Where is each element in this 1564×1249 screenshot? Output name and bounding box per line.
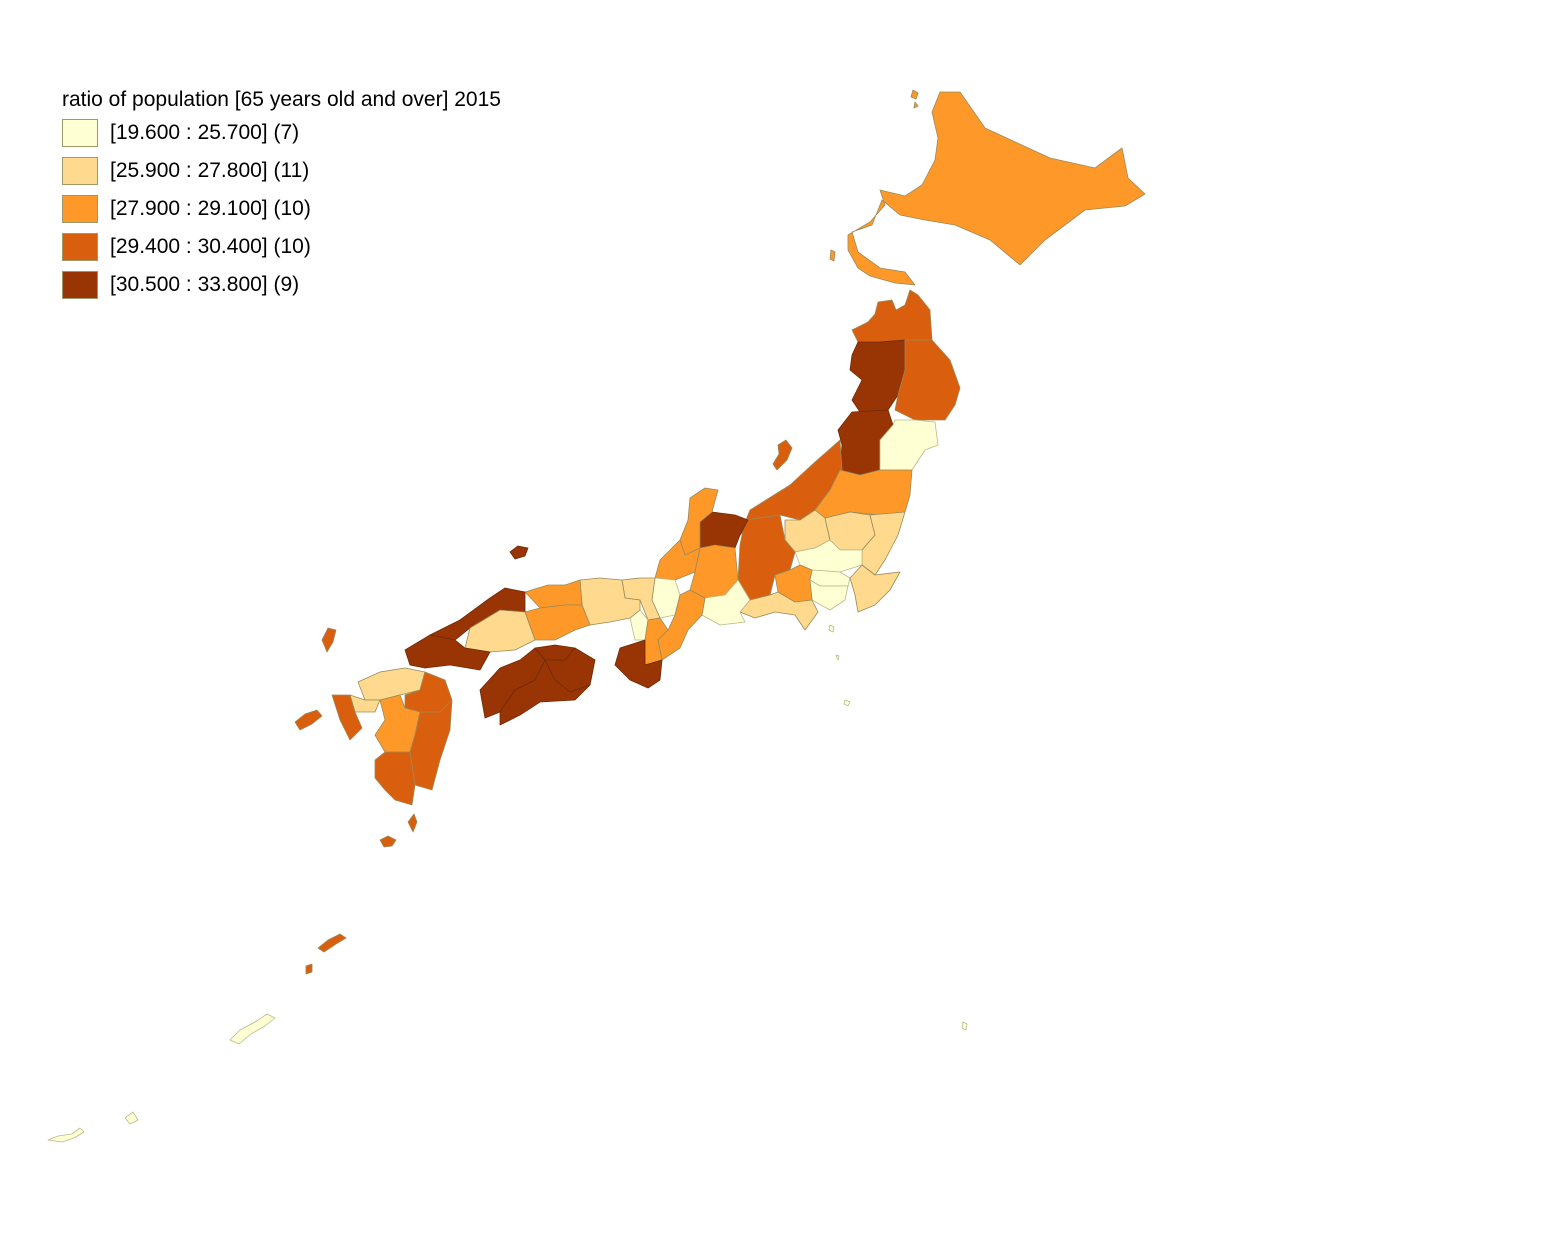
island-okinawa: [229, 1013, 276, 1045]
legend-item: [29.400 : 30.400] (10): [62, 228, 501, 266]
legend-label: [29.400 : 30.400] (10): [110, 235, 311, 258]
legend-label: [25.900 : 27.800] (11): [110, 159, 310, 182]
prefecture-shimane: [429, 587, 526, 641]
legend: ratio of population [65 years old and ov…: [62, 86, 501, 304]
prefecture-hokkaido: [847, 91, 1146, 286]
prefecture-chiba: [849, 564, 901, 613]
prefecture-kochi: [499, 659, 591, 726]
prefecture-ishikawa: [679, 487, 719, 556]
prefecture-nagasaki: [331, 694, 363, 741]
legend-swatch: [62, 271, 98, 299]
prefecture-iwate: [894, 339, 961, 421]
legend-swatch: [62, 157, 98, 185]
island-tanegashima: [407, 813, 418, 833]
legend-label: [30.500 : 33.800] (9): [110, 273, 300, 296]
island-okushiri: [829, 249, 836, 262]
prefecture-aomori: [851, 289, 933, 346]
legend-item: [25.900 : 27.800] (11): [62, 152, 501, 190]
legend-item: [27.900 : 29.100] (10): [62, 190, 501, 228]
legend-swatch: [62, 195, 98, 223]
island-amami: [317, 933, 347, 953]
island-sado: [772, 439, 793, 471]
legend-title: ratio of population [65 years old and ov…: [62, 88, 501, 111]
island-goto: [294, 709, 323, 731]
legend-item: [30.500 : 33.800] (9): [62, 266, 501, 304]
legend-swatch: [62, 233, 98, 261]
prefecture-shizuoka: [739, 591, 819, 631]
prefecture-aichi: [701, 579, 751, 626]
island-ishigaki: [47, 1127, 85, 1143]
island-yakushima: [379, 835, 397, 848]
island-izu: [828, 624, 968, 1031]
prefecture-miyagi: [879, 419, 939, 471]
prefecture-miyazaki: [409, 699, 453, 791]
prefecture-okayama: [524, 604, 591, 641]
prefecture-tottori: [524, 579, 583, 609]
island-tokunoshima: [305, 963, 313, 975]
island-miyako: [124, 1111, 139, 1125]
prefecture-yamaguchi: [404, 634, 491, 671]
island-oki: [509, 545, 529, 560]
legend-label: [27.900 : 29.100] (10): [110, 197, 311, 220]
legend-item: [19.600 : 25.700] (7): [62, 114, 501, 152]
prefecture-kagoshima: [374, 751, 416, 806]
island-rishiri: [910, 89, 919, 109]
island-tsushima: [321, 627, 337, 653]
prefecture-wakayama: [614, 639, 663, 689]
legend-swatch: [62, 119, 98, 147]
legend-label: [19.600 : 25.700] (7): [110, 121, 300, 144]
